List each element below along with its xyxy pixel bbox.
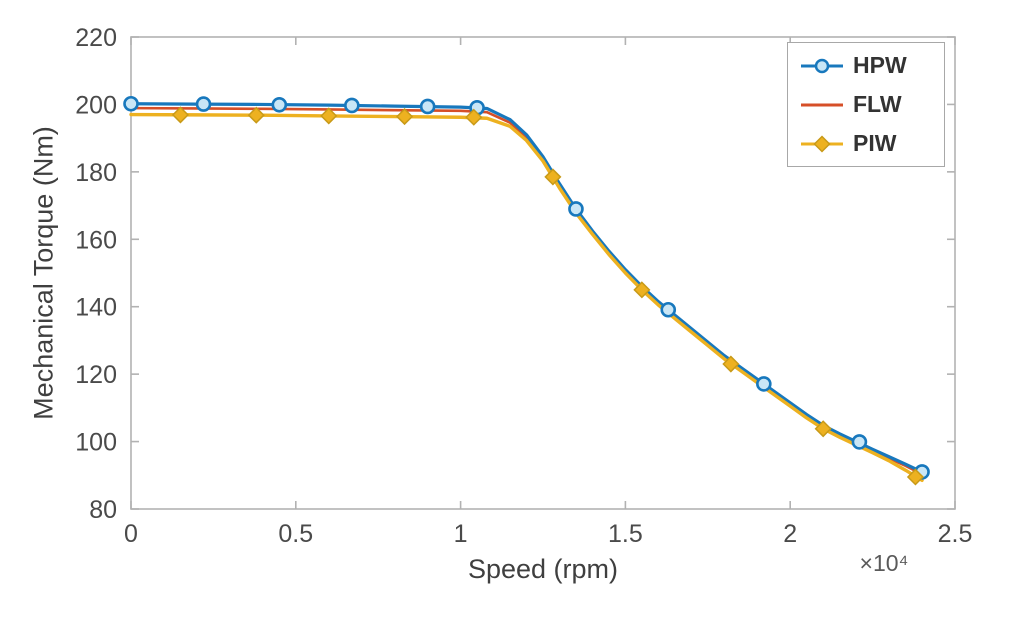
marker-circle-hpw bbox=[419, 98, 436, 115]
legend-label-flw: FLW bbox=[853, 91, 902, 117]
x-tick-label: 1.5 bbox=[608, 520, 643, 548]
marker-circle-hpw bbox=[851, 434, 868, 450]
y-tick-label: 140 bbox=[75, 294, 117, 322]
y-tick-label: 160 bbox=[75, 226, 117, 254]
marker-diamond-piw bbox=[633, 281, 651, 299]
legend-label-piw: PIW bbox=[853, 130, 897, 156]
legend-entry-flw: FLW bbox=[788, 85, 944, 124]
legend-entry-hpw: HPW bbox=[788, 46, 944, 85]
marker-circle-hpw bbox=[271, 96, 288, 113]
legend-swatch-line-diamond-icon bbox=[801, 134, 843, 153]
marker-diamond-piw bbox=[544, 168, 562, 186]
x-tick-label: 2 bbox=[783, 520, 797, 548]
marker-diamond-piw bbox=[396, 108, 414, 126]
marker-circle-hpw bbox=[660, 301, 677, 318]
x-tick-label: 0.5 bbox=[278, 520, 313, 548]
series-line-piw bbox=[129, 112, 924, 483]
x-axis-label: Speed (rpm) bbox=[467, 554, 619, 584]
legend-swatch-line-circle-icon bbox=[801, 58, 843, 73]
y-axis-label: Mechanical Torque (Nm) bbox=[28, 126, 59, 420]
x-tick-label: 0 bbox=[124, 520, 138, 548]
marker-diamond-piw bbox=[722, 355, 740, 373]
y-tick-label: 80 bbox=[89, 496, 117, 524]
marker-diamond-piw bbox=[320, 107, 338, 125]
legend-entry-piw: PIW bbox=[788, 124, 944, 163]
y-tick-label: 200 bbox=[75, 91, 117, 119]
y-tick-label: 120 bbox=[75, 361, 117, 389]
legend-swatch-line-icon bbox=[801, 103, 843, 106]
legend-label-hpw: HPW bbox=[853, 52, 907, 78]
marker-diamond-piw bbox=[906, 468, 925, 486]
legend: HPW FLW PIW bbox=[787, 42, 945, 167]
x-tick-label: 2.5 bbox=[938, 520, 973, 548]
marker-circle-hpw bbox=[756, 376, 772, 392]
marker-diamond-piw bbox=[814, 420, 832, 438]
y-tick-label: 100 bbox=[75, 429, 117, 457]
x-tick-label: 1 bbox=[454, 520, 468, 548]
y-tick-label: 220 bbox=[75, 24, 117, 52]
marker-circle-hpw bbox=[344, 97, 360, 114]
marker-diamond-piw bbox=[247, 106, 265, 124]
plot-box bbox=[130, 36, 956, 510]
marker-diamond-piw bbox=[171, 106, 190, 124]
y-tick-label: 180 bbox=[75, 159, 117, 187]
marker-circle-hpw bbox=[568, 201, 584, 217]
marker-circle-hpw bbox=[123, 95, 139, 112]
marker-circle-hpw bbox=[195, 96, 212, 112]
marker-diamond-piw bbox=[465, 108, 483, 126]
x-axis-multiplier: ×10⁴ bbox=[859, 550, 909, 576]
